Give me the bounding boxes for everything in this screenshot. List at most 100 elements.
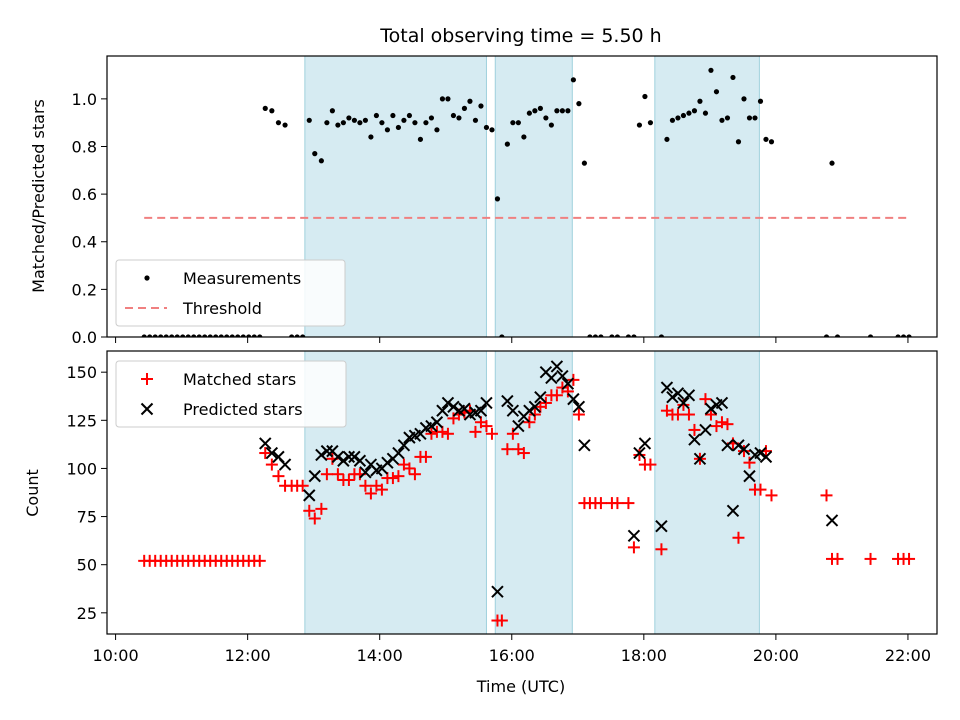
predicted-star-point <box>381 456 394 469</box>
predicted-star-point <box>320 444 334 458</box>
predicted-star-point <box>331 450 345 464</box>
x-tick-label: 20:00 <box>753 646 799 665</box>
measurement-point <box>702 110 709 116</box>
predicted-star-point <box>671 387 685 400</box>
bottom-legend: Matched stars Predicted stars <box>115 360 347 428</box>
matched-star-point <box>364 487 377 500</box>
measurement-point <box>246 334 252 337</box>
measurement-point <box>526 110 532 116</box>
measurement-point <box>390 112 396 119</box>
measurement-point <box>697 98 703 104</box>
predicted-star-point <box>578 439 591 452</box>
measurement-point <box>565 108 571 114</box>
measurement-point <box>543 115 549 121</box>
measurement-point <box>294 334 300 337</box>
matched-star-point <box>495 614 508 627</box>
predicted-star-point <box>627 529 641 543</box>
measurement-point <box>196 334 202 337</box>
predicted-star-point <box>534 390 547 404</box>
legend-item: Measurements <box>144 269 301 288</box>
legend-item: Threshold <box>125 299 262 318</box>
predicted-star-point <box>567 392 580 406</box>
measurement-point <box>318 158 324 164</box>
measurement-point <box>609 334 615 337</box>
matched-star-point <box>469 425 482 438</box>
measurement-point <box>147 334 153 337</box>
measurement-point <box>669 117 676 123</box>
predicted-star-point <box>506 404 520 417</box>
predicted-star-point <box>732 439 745 452</box>
matched-star-point <box>550 389 563 402</box>
measurement-point <box>329 108 335 114</box>
bottom-plot-area <box>138 360 916 627</box>
bottom-y-tick-label: 50 <box>77 556 97 575</box>
matched-star-point <box>315 502 328 515</box>
measurement-point <box>373 112 380 119</box>
top-y-tick-label: 0.4 <box>72 233 97 252</box>
matched-star-point <box>644 458 657 471</box>
measurement-point <box>483 124 490 131</box>
predicted-star-point <box>491 585 504 598</box>
measurement-point <box>730 74 736 81</box>
matched-star-point <box>561 385 574 398</box>
measurement-point <box>636 122 643 128</box>
legend-label: Predicted stars <box>183 400 303 419</box>
predicted-star-point <box>655 519 668 533</box>
predicted-star-point <box>556 369 569 383</box>
bottom-observing-window <box>494 350 573 635</box>
matched-star-point <box>517 447 530 460</box>
measurement-point <box>412 120 418 126</box>
matched-star-point <box>699 393 712 406</box>
bottom-y-tick-label: 25 <box>77 604 97 623</box>
matched-star-point <box>303 504 316 517</box>
measurement-point <box>664 136 670 142</box>
predicted-star-point <box>737 442 751 456</box>
matched-star-point <box>528 408 541 421</box>
measurement-point <box>680 112 687 119</box>
matched-star-point <box>441 427 454 440</box>
predicted-star-point <box>512 419 525 433</box>
measurement-point <box>207 334 213 337</box>
measurement-point <box>158 334 164 337</box>
measurement-point <box>658 334 665 337</box>
measurement-point <box>362 117 368 123</box>
predicted-star-point <box>699 423 712 437</box>
matched-star-point <box>436 425 449 438</box>
measurement-point <box>445 96 451 102</box>
measurement-point <box>439 96 446 102</box>
measurement-point <box>834 334 841 337</box>
measurement-point <box>428 115 435 121</box>
x-tick-label: 12:00 <box>225 646 271 665</box>
measurement-point <box>335 122 341 128</box>
measurement-point <box>752 115 758 121</box>
top-y-tick-label: 1.0 <box>72 90 97 109</box>
top-observing-window <box>654 55 760 338</box>
matched-star-point <box>864 552 877 565</box>
top-legend: Measurements Threshold <box>115 259 346 327</box>
predicted-star-point <box>308 469 321 483</box>
legend-label: Matched stars <box>183 370 296 389</box>
measurement-point <box>521 134 527 140</box>
matched-star-point <box>627 541 640 554</box>
matched-star-point <box>715 416 728 429</box>
predicted-star-point <box>693 452 707 466</box>
measurement-point <box>312 151 318 157</box>
measurement-point <box>262 105 268 111</box>
bottom-axes-frame <box>106 350 938 635</box>
measurement-point <box>900 334 907 337</box>
matched-star-point <box>375 483 388 496</box>
matched-star-point <box>765 489 778 502</box>
measurement-point <box>587 334 593 337</box>
measurement-point <box>559 108 565 114</box>
predicted-star-point <box>474 404 488 417</box>
predicted-star-point <box>397 439 411 452</box>
predicted-star-point <box>447 400 460 414</box>
measurement-point <box>499 334 505 337</box>
bottom-y-tick-label: 75 <box>77 508 97 527</box>
matched-star-point <box>622 497 635 510</box>
matched-star-point <box>671 408 684 421</box>
measurement-point <box>867 334 874 337</box>
measurement-point <box>746 115 753 121</box>
measurement-point <box>895 334 901 337</box>
measurement-point <box>906 334 912 337</box>
